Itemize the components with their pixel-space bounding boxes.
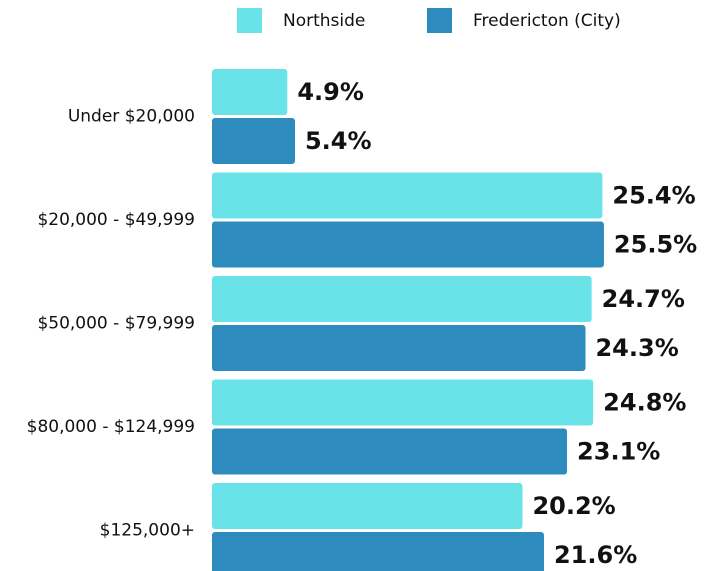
bar	[212, 221, 604, 268]
legend-label: Fredericton (City)	[473, 11, 621, 31]
legend-swatch	[427, 8, 452, 33]
bar	[212, 379, 594, 426]
value-label: 24.3%	[595, 334, 678, 362]
category-label: Under $20,000	[68, 107, 195, 127]
bar	[212, 532, 544, 571]
value-label: 23.1%	[577, 438, 660, 466]
bar	[212, 172, 603, 219]
category-label: $20,000 - $49,999	[37, 210, 195, 230]
category-label: $125,000+	[100, 521, 195, 541]
value-label: 25.4%	[612, 182, 695, 210]
bar	[212, 118, 295, 164]
value-label: 24.7%	[602, 285, 685, 313]
bar	[212, 428, 568, 475]
category-label: $80,000 - $124,999	[27, 417, 195, 437]
legend-label: Northside	[283, 11, 365, 31]
category-label: $50,000 - $79,999	[37, 314, 195, 334]
bar	[212, 69, 288, 115]
value-label: 24.8%	[603, 389, 686, 417]
value-label: 4.9%	[297, 78, 364, 106]
value-label: 21.6%	[554, 541, 637, 569]
value-label: 5.4%	[305, 127, 372, 155]
value-label: 20.2%	[532, 492, 615, 520]
legend-swatch	[237, 8, 262, 33]
bar	[212, 276, 592, 322]
bar	[212, 483, 523, 529]
bar	[212, 325, 586, 371]
value-label: 25.5%	[614, 231, 697, 259]
